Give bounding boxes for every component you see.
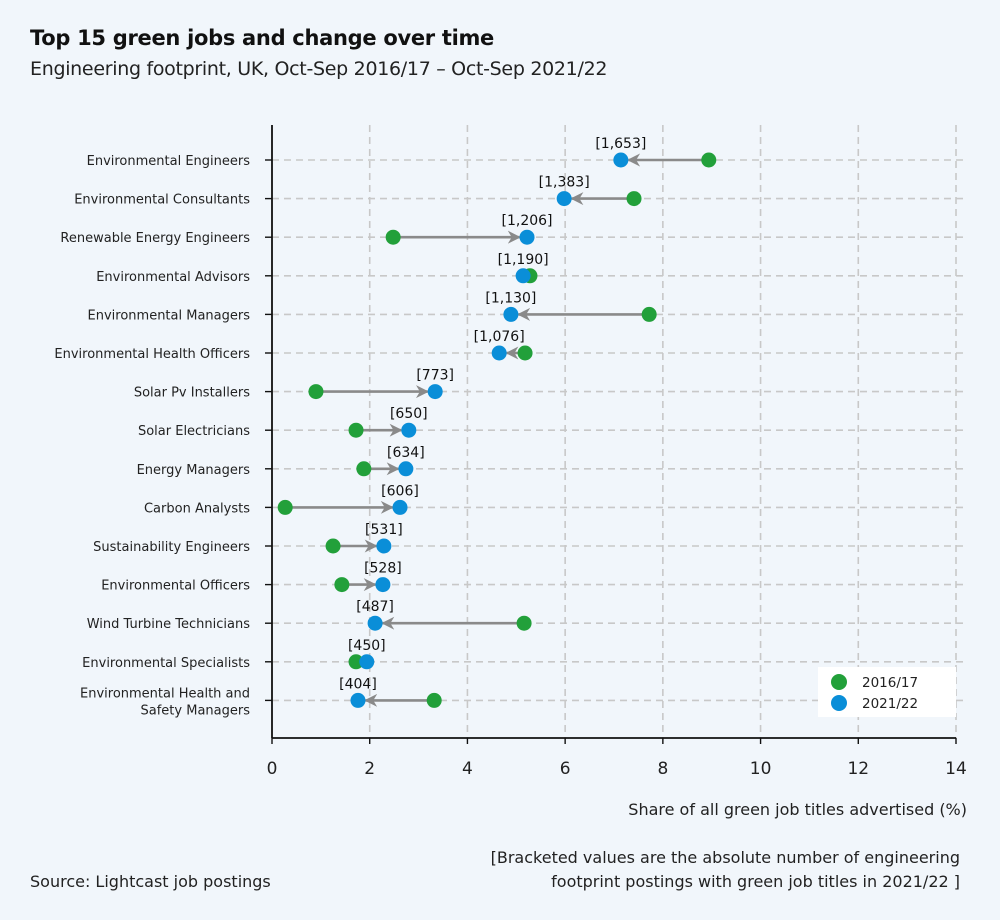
x-tick-label: 8 <box>657 759 668 779</box>
data-label-count: [1,206] <box>502 213 553 229</box>
point-2021-22 <box>401 422 417 438</box>
x-tick-label: 0 <box>267 759 278 779</box>
point-2016-17 <box>701 152 717 168</box>
y-tick-label: Sustainability Engineers <box>93 540 250 555</box>
point-2016-17 <box>626 191 642 207</box>
point-2016-17 <box>348 422 364 438</box>
point-2021-22 <box>367 615 383 631</box>
point-2016-17 <box>325 538 341 554</box>
data-label-count: [531] <box>365 522 403 538</box>
y-tick-label: Solar Pv Installers <box>134 386 250 401</box>
data-label-count: [606] <box>381 483 419 499</box>
data-label-count: [1,076] <box>474 329 525 345</box>
y-tick-label: Environmental Health and Safety Managers <box>80 686 250 718</box>
point-2021-22 <box>376 538 392 554</box>
y-tick-label: Environmental Advisors <box>96 270 250 285</box>
point-2021-22 <box>519 229 535 245</box>
legend-label-2016-17: 2016/17 <box>862 675 918 691</box>
data-label-count: [1,130] <box>485 290 536 306</box>
data-label-count: [450] <box>348 638 386 654</box>
y-tick-label: Environmental Managers <box>88 308 251 323</box>
y-tick-label: Environmental Specialists <box>82 656 250 671</box>
y-tick-label-line: Environmental Health and <box>80 686 250 701</box>
x-tick-label: 2 <box>364 759 375 779</box>
x-axis-label: Share of all green job titles advertised… <box>628 800 967 819</box>
data-label-count: [528] <box>364 561 402 577</box>
x-tick-label: 6 <box>560 759 571 779</box>
point-2016-17 <box>356 461 372 477</box>
point-2016-17 <box>385 229 401 245</box>
data-label-count: [634] <box>387 445 425 461</box>
legend-label-2021-22: 2021/22 <box>862 696 918 712</box>
axes: 0 2 4 6 8 10 12 14 Environmental Engineers Enviro… <box>54 125 967 779</box>
data-marks: [1,653] [1,383] [1,206] [1,190] [1,130] [1,07… <box>277 136 717 708</box>
x-tick-label: 10 <box>750 759 772 779</box>
point-2021-22 <box>556 191 572 207</box>
y-tick-label: Renewable Energy Engineers <box>60 231 250 246</box>
point-2016-17 <box>348 654 364 670</box>
point-2016-17 <box>426 692 442 708</box>
data-label-count: [1,383] <box>539 175 590 191</box>
source-note: Source: Lightcast job postings <box>30 872 271 891</box>
legend-marker-2021-22 <box>831 695 847 711</box>
data-label-count: [1,190] <box>498 252 549 268</box>
point-2021-22 <box>427 384 443 400</box>
y-tick-label: Environmental Consultants <box>74 193 250 208</box>
data-label-count: [773] <box>416 368 454 384</box>
data-label-count: [650] <box>390 406 428 422</box>
data-label-count: [1,653] <box>595 136 646 152</box>
point-2016-17 <box>517 345 533 361</box>
data-label-count: [487] <box>356 599 394 615</box>
footnote: [Bracketed values are the absolute numbe… <box>491 846 960 894</box>
point-2016-17 <box>516 615 532 631</box>
data-label-count: [404] <box>339 676 377 692</box>
point-2021-22 <box>491 345 507 361</box>
legend-marker-2016-17 <box>831 674 847 690</box>
point-2016-17 <box>308 384 324 400</box>
x-tick-label: 12 <box>847 759 869 779</box>
y-tick-label: Wind Turbine Technicians <box>87 617 251 632</box>
point-2016-17 <box>277 499 293 515</box>
point-2021-22 <box>392 499 408 515</box>
footnote-line-1: [Bracketed values are the absolute numbe… <box>490 848 960 867</box>
point-2021-22 <box>515 268 531 284</box>
y-tick-label: Environmental Engineers <box>87 154 251 169</box>
y-tick-label: Carbon Analysts <box>144 501 250 516</box>
y-tick-label: Energy Managers <box>137 463 251 478</box>
legend: 2016/17 2021/22 <box>818 667 956 717</box>
point-2016-17 <box>641 306 657 322</box>
point-2021-22 <box>375 577 391 593</box>
chart-title: Top 15 green jobs and change over time <box>30 26 495 50</box>
footnote-line-2: footprint postings with green job titles… <box>551 872 960 891</box>
y-tick-label: Environmental Health Officers <box>54 347 250 362</box>
x-tick-label: 4 <box>462 759 473 779</box>
y-tick-label: Environmental Officers <box>101 579 250 594</box>
point-2021-22 <box>398 461 414 477</box>
point-2021-22 <box>613 152 629 168</box>
point-2016-17 <box>334 577 350 593</box>
chart-subtitle: Engineering footprint, UK, Oct-Sep 2016/… <box>30 58 608 80</box>
x-tick-label: 14 <box>945 759 967 779</box>
y-tick-label: Solar Electricians <box>138 424 250 439</box>
y-tick-label-line: Safety Managers <box>141 703 251 718</box>
point-2021-22 <box>350 692 366 708</box>
point-2021-22 <box>359 654 375 670</box>
point-2021-22 <box>503 306 519 322</box>
